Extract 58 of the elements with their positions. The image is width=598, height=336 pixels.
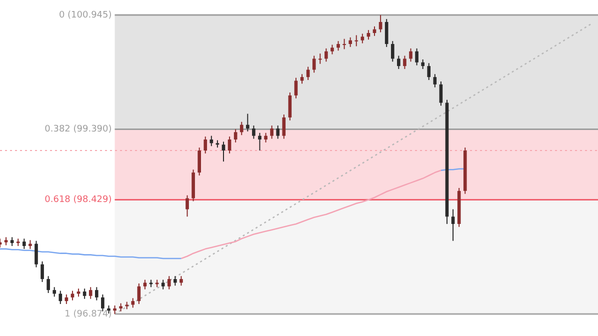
candlestick: [324, 48, 328, 62]
candlestick: [433, 74, 437, 88]
candlestick: [282, 114, 286, 140]
candlestick: [70, 290, 74, 301]
candlestick: [384, 18, 388, 48]
candlestick: [46, 276, 50, 294]
candlestick: [143, 279, 147, 290]
candlestick: [336, 40, 340, 52]
candlestick: [354, 34, 358, 47]
candlestick: [240, 121, 244, 136]
candlestick: [342, 38, 346, 50]
candlestick: [228, 136, 232, 154]
candlestick: [180, 276, 183, 286]
candlestick: [270, 125, 274, 140]
candlestick: [88, 286, 92, 300]
candlestick: [360, 33, 364, 44]
candlestick: [186, 194, 189, 218]
candlestick: [52, 286, 56, 298]
candlestick: [222, 141, 226, 162]
candlestick: [318, 53, 322, 64]
candlestick: [167, 276, 171, 290]
candlestick: [204, 136, 208, 154]
candlestick: [58, 290, 62, 305]
candlestick: [306, 66, 310, 80]
ref-line-label: 0.618 (98.429): [44, 195, 112, 206]
candlestick: [409, 48, 412, 62]
ref-line-label: 0.382 (99.390): [44, 124, 112, 135]
candlestick: [34, 240, 38, 268]
candlestick: [131, 298, 135, 308]
candlestick: [264, 132, 268, 143]
candlestick: [390, 40, 394, 62]
candlestick: [421, 58, 424, 70]
candlestick: [174, 276, 177, 286]
candlestick: [348, 36, 352, 48]
candlestick: [378, 14, 382, 33]
candlestick: [94, 286, 98, 301]
candlestick: [427, 62, 431, 80]
candlestick: [294, 77, 298, 99]
candlestick: [198, 147, 201, 176]
candlestick: [415, 48, 418, 66]
candlestick: [439, 80, 443, 106]
candlestick: [234, 128, 238, 143]
candlestick: [276, 125, 280, 140]
candlestick: [451, 208, 455, 242]
candlestick: [397, 55, 400, 70]
candlestick: [403, 55, 406, 70]
candlestick: [330, 44, 334, 55]
candlestick: [246, 113, 250, 132]
ref-line-label: 0 (100.945): [58, 10, 112, 20]
candlestick: [252, 125, 256, 140]
candlestick: [161, 279, 165, 290]
candlestick: [40, 260, 44, 282]
candlestick: [82, 288, 86, 300]
candlestick: [22, 238, 26, 250]
candlestick: [288, 92, 292, 121]
candlestick: [258, 132, 262, 152]
ref-line-label: 1 (96.874): [64, 309, 112, 320]
candlestick: [312, 55, 316, 74]
